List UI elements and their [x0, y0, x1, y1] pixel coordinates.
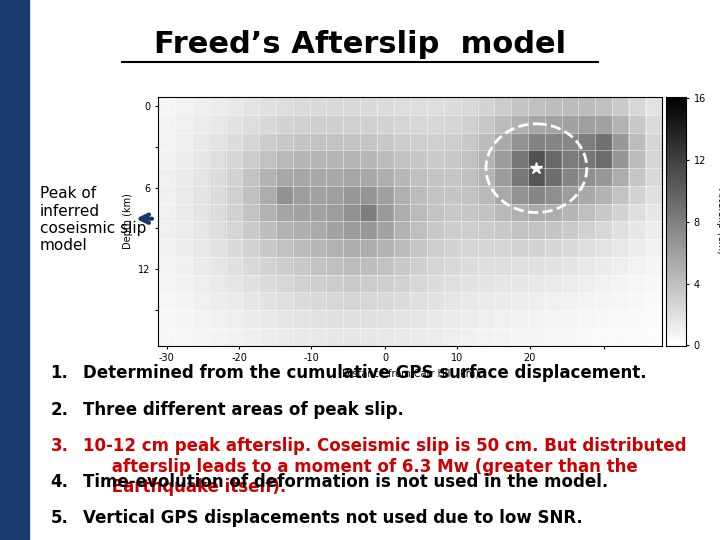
Text: 4.: 4. — [50, 473, 68, 491]
Text: 5.: 5. — [50, 509, 68, 527]
Y-axis label: Afterslip (cm): Afterslip (cm) — [716, 188, 720, 254]
Text: Peak of
inferred
coseismic slip
model: Peak of inferred coseismic slip model — [40, 186, 146, 253]
Text: Three different areas of peak slip.: Three different areas of peak slip. — [83, 401, 404, 418]
Text: Time-evolution of deformation is not used in the model.: Time-evolution of deformation is not use… — [83, 473, 608, 491]
Text: 10-12 cm peak afterslip. Coseismic slip is 50 cm. But distributed
     afterslip: 10-12 cm peak afterslip. Coseismic slip … — [83, 437, 686, 496]
Text: Determined from the cumulative GPS surface displacement.: Determined from the cumulative GPS surfa… — [83, 364, 647, 382]
Text: Vertical GPS displacements not used due to low SNR.: Vertical GPS displacements not used due … — [83, 509, 582, 527]
Text: 3.: 3. — [50, 437, 68, 455]
Text: Freed’s Afterslip  model: Freed’s Afterslip model — [154, 30, 566, 59]
Y-axis label: Depth (km): Depth (km) — [123, 193, 132, 249]
Text: 2.: 2. — [50, 401, 68, 418]
Text: 1.: 1. — [50, 364, 68, 382]
Bar — [0, 0, 29, 540]
X-axis label: Distance from Carr Hill (km): Distance from Carr Hill (km) — [342, 369, 479, 379]
